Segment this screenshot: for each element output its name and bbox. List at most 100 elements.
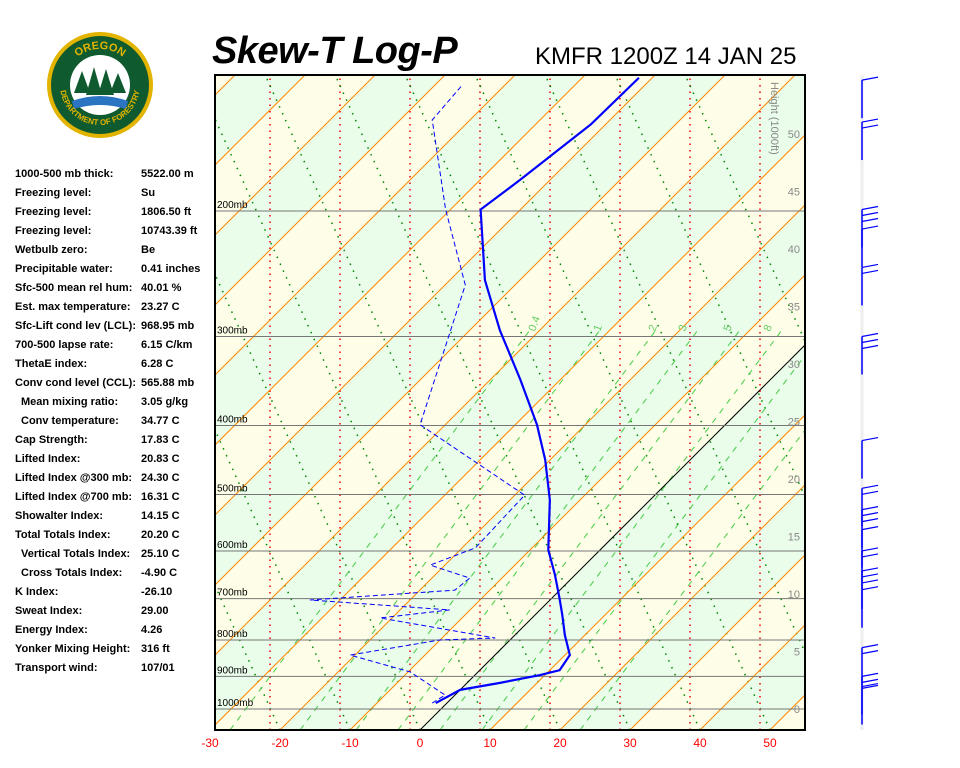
stat-label: Energy Index:: [15, 624, 88, 636]
wind-barb-feather: [861, 484, 879, 489]
stat-row: Freezing level: 1806.50 ft: [15, 206, 200, 225]
stat-label: Cross Totals Index:: [21, 567, 123, 579]
plot-border: [214, 74, 806, 731]
isotherm-line: [279, 204, 805, 730]
stat-value: 565.88 mb: [141, 377, 195, 389]
isotherm-line: [840, 75, 960, 730]
stat-value: 25.10 C: [141, 548, 180, 560]
wind-barb-feather: [861, 269, 879, 275]
stat-value: 29.00: [141, 605, 169, 617]
stat-value: 107/01: [141, 662, 175, 674]
isobar-label: 900mb: [217, 665, 248, 676]
stat-label: Freezing level:: [15, 187, 92, 199]
stat-row: Sweat Index: 29.00: [15, 605, 200, 624]
wind-barb: [861, 332, 879, 375]
isotherm-line: [0, 75, 95, 730]
stat-label: Freezing level:: [15, 225, 92, 237]
stat-label: K Index:: [15, 586, 59, 598]
stat-value: 968.95 mb: [141, 320, 195, 332]
stat-row: Freezing level: 10743.39 ft: [15, 225, 200, 244]
isobar-label: 600mb: [217, 540, 248, 551]
station-time-label: KMFR 1200Z 14 JAN 25: [535, 43, 797, 70]
x-tick-label: -30: [201, 736, 219, 750]
stat-value: -26.10: [141, 586, 173, 598]
wind-barb-feather: [861, 553, 879, 558]
stat-row: Precipitable water: 0.41 inches: [15, 263, 200, 282]
wind-barb-feather: [861, 678, 879, 683]
wind-barb-feather: [861, 573, 879, 578]
stat-value: 0.41 inches: [141, 263, 201, 275]
wind-barb-feather: [861, 526, 879, 531]
wind-barb-feather: [861, 506, 879, 511]
wind-barb-feather: [861, 338, 879, 344]
height-tick-label: 35: [788, 302, 800, 314]
wind-barb-feather: [861, 76, 879, 81]
stat-value: 10743.39 ft: [141, 225, 198, 237]
isotherm-line: [215, 75, 726, 586]
stat-value: 6.28 C: [141, 358, 174, 370]
wind-barb-feather: [861, 344, 879, 350]
stat-row: Conv cond level (CCL): 565.88 mb: [15, 377, 200, 396]
stat-row: ThetaE index: 6.28 C: [15, 358, 200, 377]
height-tick-label: 0: [794, 704, 800, 716]
wind-barb-feather: [861, 437, 879, 442]
wind-barb-feather: [861, 644, 879, 649]
isotherm-band: [0, 75, 25, 730]
stat-label: Sweat Index:: [15, 605, 83, 617]
stat-value: 6.15 C/km: [141, 339, 193, 351]
isotherm-line: [215, 75, 236, 96]
height-tick-label: 30: [788, 359, 800, 371]
wind-barb-feather: [861, 332, 879, 338]
stat-row: Wetbulb zero: Be: [15, 244, 200, 263]
stat-value: 23.27 C: [141, 301, 180, 313]
stat-row: Vertical Totals Index: 25.10 C: [15, 548, 200, 567]
stat-row: Cross Totals Index: -4.90 C: [15, 567, 200, 586]
height-tick-label: 5: [794, 647, 800, 659]
isotherm-line: [559, 484, 805, 730]
wind-barb: [861, 526, 879, 568]
stat-value: 34.77 C: [141, 415, 180, 427]
wind-barb-feather: [861, 650, 879, 655]
height-tick-label: 10: [788, 589, 800, 601]
stat-row: K Index: -26.10: [15, 586, 200, 605]
wind-barb: [861, 263, 879, 306]
wind-barb-feather: [861, 547, 879, 552]
stat-row: 700-500 lapse rate: 6.15 C/km: [15, 339, 200, 358]
stat-value: -4.90 C: [141, 567, 178, 579]
wind-barb: [861, 586, 879, 628]
mixing-ratio-label: 1: [592, 323, 605, 333]
stat-row: 1000-500 mb thick: 5522.00 m: [15, 168, 200, 187]
stat-row: Mean mixing ratio: 3.05 g/kg: [15, 396, 200, 415]
height-tick-label: 50: [788, 129, 800, 141]
stat-row: Lifted Index @700 mb: 16.31 C: [15, 491, 200, 510]
x-tick-label: 30: [623, 736, 637, 750]
height-tick-label: 25: [788, 417, 800, 429]
isotherm-line: [629, 554, 805, 730]
stat-row: Total Totals Index: 20.20 C: [15, 529, 200, 548]
stat-label: 1000-500 mb thick:: [15, 168, 114, 180]
wind-barb-feather: [861, 579, 879, 584]
isobar-label: 400mb: [217, 414, 248, 425]
wind-barb-feather: [861, 217, 879, 223]
svg-text:OREGON: OREGON: [72, 40, 127, 60]
wind-barb-feather: [861, 672, 879, 677]
isotherm-line: [215, 134, 805, 726]
oregon-forestry-logo: OREGON DEPARTMENT OF FORESTRY: [47, 32, 153, 138]
stat-label: Mean mixing ratio:: [21, 396, 119, 408]
stat-label: Cap Strength:: [15, 434, 88, 446]
wind-barb: [861, 118, 879, 161]
moist-adiabat: [0, 75, 70, 730]
stat-label: 700-500 lapse rate:: [15, 339, 114, 351]
stat-value: Be: [141, 244, 156, 256]
isobar-label: 700mb: [217, 588, 248, 599]
stat-value: 40.01 %: [141, 282, 182, 294]
isotherm-line: [0, 75, 25, 730]
stat-label: Precipitable water:: [15, 263, 113, 275]
stat-label: ThetaE index:: [15, 358, 88, 370]
stat-row: Showalter Index: 14.15 C: [15, 510, 200, 529]
stat-row: Lifted Index: 20.83 C: [15, 453, 200, 472]
isotherm-line: [215, 75, 516, 376]
isobar-label: 1000mb: [217, 698, 254, 709]
moist-adiabat: [0, 75, 210, 730]
stat-label: Lifted Index:: [15, 453, 81, 465]
